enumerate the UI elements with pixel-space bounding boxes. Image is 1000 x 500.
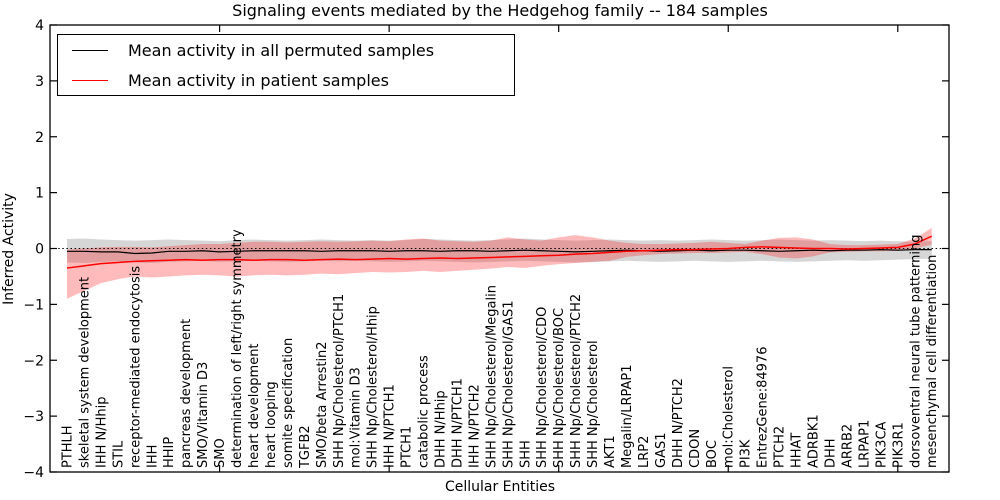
series-line-permuted — [67, 249, 932, 255]
x-axis-label: Cellular Entities — [444, 479, 556, 495]
x-category-label: dorsoventral neural tube patterning — [908, 235, 923, 468]
x-category-label: PIK3R1 — [891, 422, 906, 468]
x-category-label: IHH N/PTCH1 — [383, 384, 398, 468]
x-category-label: HHIP — [162, 437, 177, 468]
x-category-label: heart looping — [264, 381, 279, 468]
series-line-patient — [66, 235, 933, 269]
x-category-label: DHH N/PTCH2 — [671, 378, 686, 468]
y-tick-label: −2 — [23, 353, 44, 369]
y-tick-label: 4 — [35, 18, 44, 34]
y-tick-label: −4 — [23, 465, 44, 481]
x-category-label: pancreas development — [179, 319, 194, 468]
x-category-label: SHH Np/Cholesterol/BOC — [552, 308, 567, 468]
x-category-label: mol:Vitamin D3 — [349, 367, 364, 468]
x-category-label: DHH N/Hhip — [434, 390, 449, 468]
y-axis-label: Inferred Activity — [1, 193, 17, 305]
x-category-label: SMO/Vitamin D3 — [196, 362, 211, 468]
x-category-label: skeletal system development — [77, 277, 92, 468]
x-category-label: AKT1 — [603, 435, 618, 468]
x-category-label: PTHLH — [61, 425, 76, 468]
y-tick-label: −1 — [23, 297, 44, 313]
x-category-label: heart development — [247, 343, 262, 468]
x-category-label: IHH N/PTCH2 — [467, 384, 482, 468]
x-category-label: PTCH2 — [773, 426, 788, 468]
x-category-label: HHAT — [790, 433, 805, 468]
x-category-label: IHH N/Hhip — [94, 397, 109, 469]
x-category-label: IHH — [145, 445, 160, 468]
legend-entry-permuted: Mean activity in all permuted samples — [58, 38, 514, 62]
legend-label-permuted: Mean activity in all permuted samples — [128, 40, 435, 60]
x-category-label: SHH Np/Cholesterol/PTCH2 — [569, 294, 584, 468]
patient-line-sample-icon — [72, 79, 108, 81]
x-category-label: SHH Np/Cholesterol/Hhip — [366, 306, 381, 468]
y-tick-label: 1 — [35, 186, 44, 202]
x-category-label: somite specification — [281, 338, 296, 468]
x-category-label: TGFB2 — [298, 425, 313, 469]
x-category-label: PI3K — [739, 439, 754, 468]
y-tick-label: 3 — [35, 74, 44, 90]
x-category-label: ADRBK1 — [807, 414, 822, 468]
y-tick-label: −3 — [23, 409, 44, 425]
legend-box: Mean activity in all permuted samples Me… — [57, 34, 515, 96]
x-category-label: SHH Np/Cholesterol — [586, 340, 601, 468]
x-category-label: DHH — [823, 438, 838, 468]
y-tick-label: 2 — [35, 130, 44, 146]
x-category-label: mol:Cholesterol — [722, 366, 737, 468]
x-category-label: SMO — [213, 438, 228, 468]
x-category-label: LRPAP1 — [857, 420, 872, 468]
x-category-label: SHH — [518, 440, 533, 468]
x-category-label: SMO/beta Arrestin2 — [315, 341, 330, 468]
x-category-label: PIK3CA — [874, 421, 889, 468]
x-category-label: SHH Np/Cholesterol/Megalin — [484, 285, 499, 468]
x-category-label: LRP2 — [637, 436, 652, 468]
x-category-label: catabolic process — [417, 355, 432, 468]
y-tick-label: 0 — [35, 242, 44, 258]
x-category-label: GAS1 — [654, 433, 669, 469]
x-category-label: determination of left/right symmetry — [230, 229, 245, 468]
chart-title: Signaling events mediated by the Hedgeho… — [232, 1, 768, 20]
x-category-label: receptor-mediated endocytosis — [128, 266, 143, 468]
x-category-label: SHH Np/Cholesterol/PTCH1 — [332, 294, 347, 468]
x-category-label: DHH N/PTCH1 — [450, 378, 465, 468]
x-category-label: ARRB2 — [840, 424, 855, 468]
permuted-line-sample-icon — [72, 49, 108, 51]
x-category-label: SHH Np/Cholesterol/GAS1 — [501, 300, 516, 468]
legend-entry-patient: Mean activity in patient samples — [58, 68, 514, 92]
x-category-label: STIL — [111, 440, 126, 468]
x-category-label: mesenchymal cell differentiation — [925, 255, 940, 468]
legend-label-patient: Mean activity in patient samples — [128, 70, 389, 90]
x-category-label: PTCH1 — [400, 426, 415, 468]
patient-samples-range-band — [67, 227, 932, 299]
x-category-label: SHH Np/Cholesterol/CDO — [535, 307, 550, 468]
x-category-label: EntrezGene:84976 — [756, 347, 771, 468]
x-category-label: BOC — [705, 440, 720, 468]
x-category-label: CDON — [688, 429, 703, 468]
x-category-label: Megalin/LRPAP1 — [620, 364, 635, 468]
